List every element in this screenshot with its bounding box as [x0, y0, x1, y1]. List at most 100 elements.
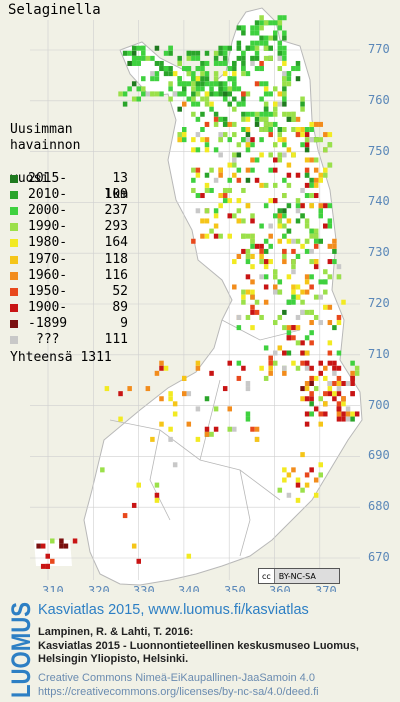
occurrence-square — [327, 142, 333, 148]
occurrence-square — [282, 111, 287, 117]
occurrence-square — [245, 254, 251, 259]
occurrence-square — [309, 381, 314, 386]
occurrence-square — [191, 55, 196, 61]
occurrence-square — [259, 66, 264, 72]
occurrence-square — [254, 426, 260, 432]
occurrence-square — [177, 81, 182, 87]
occurrence-square — [282, 76, 287, 82]
occurrence-square — [304, 360, 310, 366]
occurrence-square — [218, 91, 223, 97]
occurrence-square — [236, 152, 242, 158]
occurrence-square — [291, 299, 296, 305]
occurrence-square — [332, 238, 337, 244]
occurrence-square — [227, 121, 232, 127]
occurrence-square — [327, 162, 333, 168]
occurrence-square — [222, 187, 228, 193]
kasviatlas-link[interactable]: Kasviatlas 2015, www.luomus.fi/kasviatla… — [38, 602, 309, 618]
occurrence-square — [300, 299, 305, 305]
occurrence-square — [259, 111, 264, 117]
occurrence-square — [163, 365, 169, 371]
occurrence-square — [273, 30, 278, 36]
occurrence-square — [282, 101, 287, 107]
occurrence-square — [259, 60, 264, 66]
occurrence-square — [204, 101, 210, 107]
occurrence-square — [277, 157, 283, 163]
occurrence-square — [268, 20, 273, 26]
occurrence-square — [277, 132, 283, 138]
occurrence-square — [227, 177, 232, 183]
occurrence-square — [259, 116, 264, 122]
occurrence-square — [300, 213, 305, 219]
occurrence-square — [277, 127, 283, 132]
legend: Uusimman havainnon vuosi lkm 2015- 13 2010… — [10, 122, 128, 366]
occurrence-square — [318, 360, 323, 366]
occurrence-square — [304, 335, 310, 341]
occurrence-square — [313, 167, 319, 173]
occurrence-square — [236, 101, 242, 107]
occurrence-square — [263, 101, 269, 107]
occurrence-square — [222, 121, 228, 127]
occurrence-square — [250, 40, 255, 46]
occurrence-square — [327, 203, 333, 209]
occurrence-square — [277, 137, 283, 143]
occurrence-square — [304, 182, 310, 188]
occurrence-square — [241, 233, 246, 239]
occurrence-square — [236, 86, 242, 92]
occurrence-square — [131, 543, 137, 549]
occurrence-square — [232, 76, 237, 82]
occurrence-square — [45, 553, 50, 559]
license-link[interactable]: https://creativecommons.org/licenses/by-… — [38, 685, 319, 698]
occurrence-square — [218, 60, 223, 66]
legend-swatch — [10, 239, 18, 248]
occurrence-square — [268, 35, 273, 41]
occurrence-square — [295, 127, 301, 132]
occurrence-square — [332, 259, 337, 265]
occurrence-square — [332, 365, 337, 371]
occurrence-square — [273, 213, 278, 219]
legend-period: 2010- — [28, 186, 68, 202]
occurrence-square — [304, 482, 310, 488]
occurrence-square — [245, 147, 251, 153]
occurrence-square — [182, 101, 187, 107]
occurrence-square — [277, 20, 283, 26]
occurrence-square — [309, 233, 314, 239]
region-border — [239, 469, 251, 557]
occurrence-square — [200, 233, 205, 239]
occurrence-square — [254, 111, 260, 117]
legend-period: 1950- — [28, 283, 68, 299]
occurrence-square — [195, 116, 201, 122]
occurrence-square — [177, 55, 182, 61]
occurrence-square — [195, 360, 201, 366]
occurrence-square — [282, 365, 287, 371]
occurrence-square — [200, 96, 205, 102]
occurrence-square — [191, 71, 196, 77]
occurrence-square — [295, 325, 301, 331]
y-tick-label: 680 — [368, 499, 390, 514]
occurrence-square — [122, 50, 128, 56]
occurrence-square — [295, 365, 301, 371]
occurrence-square — [232, 162, 237, 168]
occurrence-square — [209, 167, 214, 173]
occurrence-square — [286, 116, 292, 122]
occurrence-square — [336, 406, 342, 412]
occurrence-square — [277, 289, 283, 295]
occurrence-square — [254, 243, 260, 249]
occurrence-square — [300, 203, 305, 209]
occurrence-square — [327, 218, 333, 224]
region-border — [199, 379, 221, 461]
citation: Lampinen, R. & Lahti, T. 2016: Kasviatlas… — [38, 626, 359, 667]
occurrence-square — [150, 76, 155, 82]
occurrence-square — [209, 91, 214, 97]
legend-row: 2015- 13 — [10, 171, 128, 187]
occurrence-square — [250, 142, 255, 148]
occurrence-square — [118, 391, 123, 397]
occurrence-square — [141, 55, 146, 61]
occurrence-square — [282, 223, 287, 229]
cc-license-badge[interactable]: cc BY-NC-SA — [258, 568, 340, 584]
occurrence-square — [309, 396, 314, 402]
occurrence-square — [250, 233, 255, 239]
occurrence-square — [332, 370, 337, 376]
occurrence-square — [282, 193, 287, 199]
occurrence-square — [250, 167, 255, 173]
occurrence-square — [186, 421, 192, 427]
